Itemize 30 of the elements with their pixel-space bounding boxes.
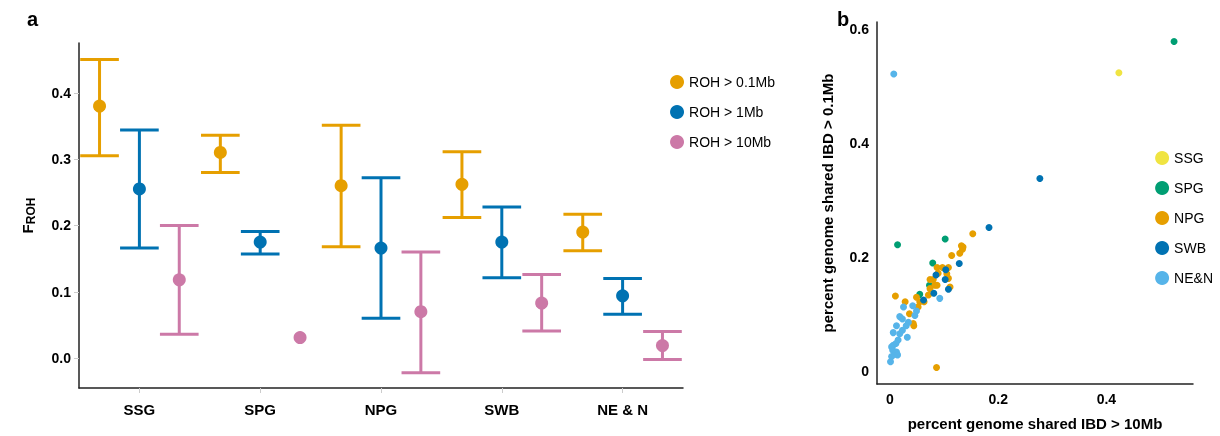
legend-label: SPG [1174,180,1204,196]
legend-label: NE&N [1174,270,1214,286]
legend-label: SSG [1174,150,1204,166]
x-tick-label: 0.4 [1096,391,1117,407]
chart-title: a [27,8,39,30]
x-tick-label: 0.2 [988,391,1009,407]
y-tick-label: 0.4 [51,84,72,101]
legend-label: ROH > 10Mb [689,134,772,150]
x-tick-label: SSG [123,401,156,418]
x-tick-label: NE & N [597,401,649,418]
y-tick-label: 0.2 [51,217,72,234]
y-tick-label: 0.2 [849,249,870,266]
x-tick-label: NPG [364,401,398,418]
legend-label: ROH > 1Mb [689,104,764,120]
y-tick-label: 0.1 [51,283,72,300]
legend-label: SWB [1174,240,1206,256]
chart-title: b [837,8,850,30]
y-tick-label: 0.3 [51,151,72,168]
x-axis-title: percent genome shared IBD > 10Mb [907,415,1163,432]
x-tick-label: 0 [886,391,895,407]
y-tick-label: 0.6 [849,20,870,37]
y-tick-label: 0.4 [849,135,870,152]
y-tick-label: 0 [861,363,870,380]
y-axis-title: percent genome shared IBD > 0.1Mb [819,73,836,333]
y-tick-label: 0.0 [51,350,72,367]
legend-label: ROH > 0.1Mb [689,74,776,90]
y-axis-title: FROH [18,197,38,234]
legend-label: NPG [1174,210,1205,226]
x-tick-label: SWB [484,401,520,418]
x-tick-label: SPG [244,401,277,418]
